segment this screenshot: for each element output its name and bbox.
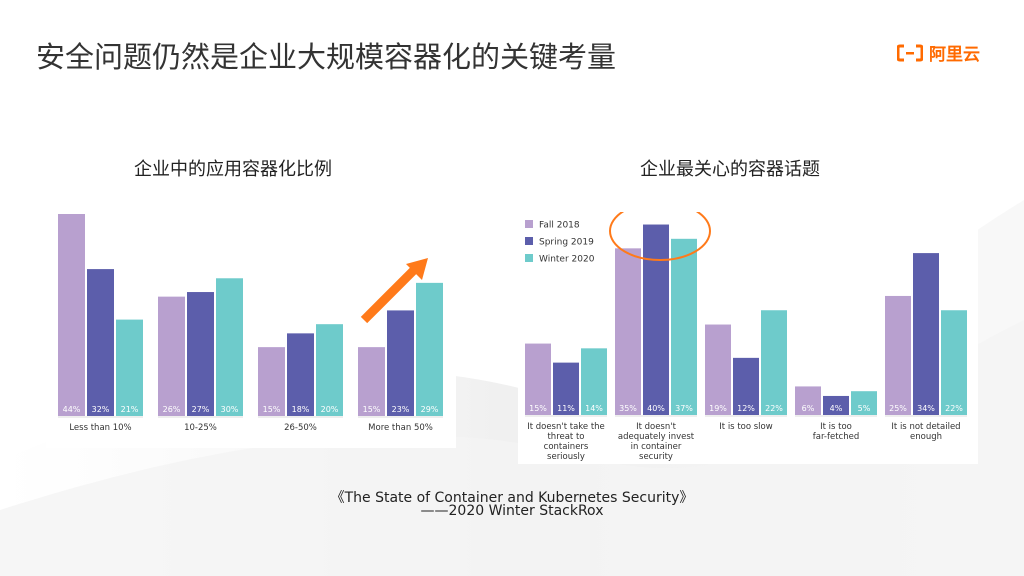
bar xyxy=(615,248,641,415)
bar-value-label: 4% xyxy=(830,404,843,413)
bar xyxy=(525,343,551,415)
legend-swatch xyxy=(525,237,533,245)
bar-value-label: 15% xyxy=(263,405,281,414)
bar xyxy=(316,324,343,416)
bar xyxy=(941,310,967,415)
bar-value-label: 34% xyxy=(917,404,935,413)
right-chart-title: 企业最关心的容器话题 xyxy=(640,159,820,180)
bar-value-label: 35% xyxy=(619,404,637,413)
category-label: 10-25% xyxy=(184,423,217,433)
category-label: Less than 10% xyxy=(69,423,131,433)
category-label: security xyxy=(639,452,673,462)
bar xyxy=(116,319,143,416)
bar xyxy=(823,395,849,415)
bar-value-label: 18% xyxy=(292,405,310,414)
bar-value-label: 19% xyxy=(709,404,727,413)
bar-value-label: 5% xyxy=(858,404,871,413)
trend-arrow-shaft xyxy=(360,264,420,324)
bar xyxy=(158,296,185,416)
legend-swatch xyxy=(525,220,533,228)
bar xyxy=(795,386,821,415)
bar-value-label: 44% xyxy=(63,405,81,414)
category-label: adequately invest xyxy=(618,432,695,442)
aliyun-logo-icon xyxy=(897,44,923,61)
bar-value-label: 30% xyxy=(221,405,239,414)
bar-value-label: 23% xyxy=(392,405,410,414)
category-label: seriously xyxy=(547,452,585,462)
bar xyxy=(58,214,85,416)
bar xyxy=(258,347,285,416)
legend-label: Winter 2020 xyxy=(539,255,595,265)
category-label: enough xyxy=(910,432,942,442)
legend-swatch xyxy=(525,254,533,262)
bar-value-label: 6% xyxy=(802,404,815,413)
bar xyxy=(187,292,214,416)
category-label: It doesn't xyxy=(636,422,677,432)
bar-value-label: 26% xyxy=(163,405,181,414)
category-label: in container xyxy=(631,442,682,452)
legend-label: Fall 2018 xyxy=(539,221,580,231)
bar xyxy=(358,347,385,416)
right-chart-panel: 15% 11% 14% It doesn't take the threat to con… xyxy=(518,201,978,464)
bar-value-label: 14% xyxy=(585,404,603,413)
bar-value-label: 22% xyxy=(945,404,963,413)
bar-value-label: 22% xyxy=(765,404,783,413)
bar-value-label: 12% xyxy=(737,404,755,413)
background-wave-decoration xyxy=(0,200,1024,576)
bar-value-label: 27% xyxy=(192,405,210,414)
bar-value-label: 21% xyxy=(121,405,139,414)
bar xyxy=(216,278,243,416)
category-label: It is too xyxy=(820,422,852,432)
citation-source: ——2020 Winter StackRox xyxy=(420,503,604,519)
left-chart-title: 企业中的应用容器化比例 xyxy=(134,159,332,180)
bar-value-label: 29% xyxy=(421,405,439,414)
bar-value-label: 15% xyxy=(529,404,547,413)
bar xyxy=(87,269,114,416)
bar xyxy=(885,295,911,415)
category-label: threat to xyxy=(547,432,584,442)
trend-arrow-head-icon xyxy=(406,258,428,280)
category-label: More than 50% xyxy=(368,423,433,433)
bar xyxy=(733,357,759,415)
bar xyxy=(387,310,414,416)
bar-value-label: 32% xyxy=(92,405,110,414)
brand-name: 阿里云 xyxy=(929,45,980,65)
citation-report-title: 《The State of Container and Kubernetes S… xyxy=(330,490,694,506)
bar xyxy=(671,238,697,415)
bar xyxy=(416,282,443,416)
bar-value-label: 25% xyxy=(889,404,907,413)
brand-logo: 阿里云 xyxy=(897,40,980,65)
bar xyxy=(761,310,787,415)
slide-title: 安全问题仍然是企业大规模容器化的关键考量 xyxy=(36,40,617,74)
category-label: containers xyxy=(544,442,589,452)
bar-value-label: 40% xyxy=(647,404,665,413)
category-label: It is too slow xyxy=(719,422,772,432)
category-label: It is not detailed xyxy=(891,422,960,432)
bar xyxy=(913,253,939,415)
left-chart-panel: 44% 32% 21% Less than 10% 26% 27% 30% 10-25% 15%… xyxy=(46,212,456,448)
bar xyxy=(705,324,731,415)
bar xyxy=(287,333,314,416)
bar xyxy=(553,362,579,415)
bar-value-label: 37% xyxy=(675,404,693,413)
category-label: far-fetched xyxy=(813,432,859,442)
legend-label: Spring 2019 xyxy=(539,238,594,248)
bar-value-label: 15% xyxy=(363,405,381,414)
bar xyxy=(581,348,607,415)
category-label: 26-50% xyxy=(284,423,317,433)
bar xyxy=(643,224,669,415)
bar xyxy=(851,391,877,415)
bar-value-label: 20% xyxy=(321,405,339,414)
category-label: It doesn't take the xyxy=(527,422,605,432)
bar-value-label: 11% xyxy=(557,404,575,413)
left-bar-chart: 44% 32% 21% Less than 10% 26% 27% 30% 10-25% 15%… xyxy=(58,214,443,433)
